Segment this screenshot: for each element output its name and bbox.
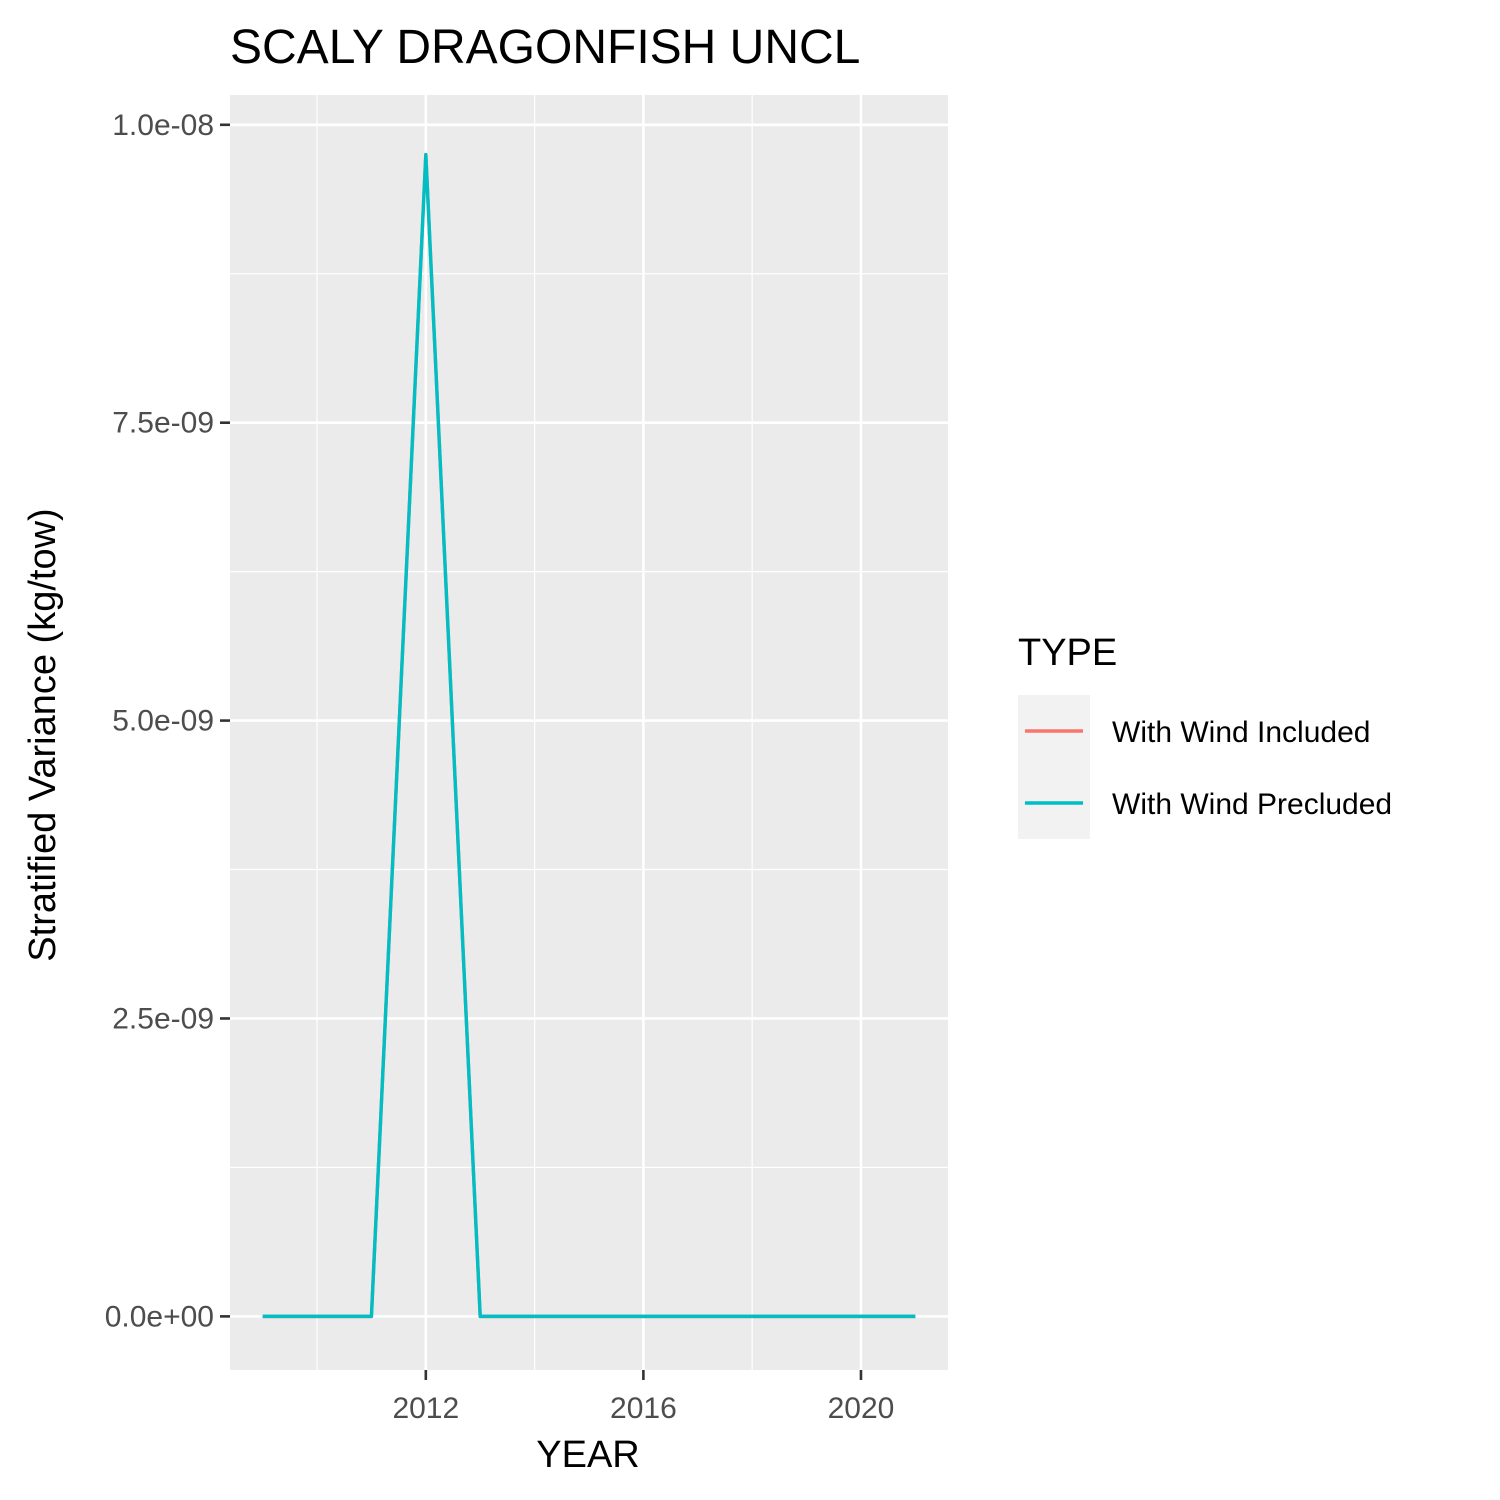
legend: TYPE With Wind Included With Wind Preclud… (1018, 632, 1392, 839)
legend-label: With Wind Precluded (1112, 788, 1392, 821)
legend-items: With Wind Included With Wind Precluded (1018, 695, 1392, 839)
x-tick-label: 2012 (392, 1392, 459, 1425)
legend-title: TYPE (1018, 632, 1117, 674)
x-tick-label: 2016 (610, 1392, 677, 1425)
series-lines (262, 152, 916, 1319)
plot-panel (230, 95, 948, 1370)
grid-minor (230, 95, 948, 1370)
chart-title: SCALY DRAGONFISH UNCL (230, 21, 860, 74)
y-tick-label: 1.0e-08 (112, 109, 214, 142)
y-axis-title: Stratified Variance (kg/tow) (22, 508, 64, 961)
y-axis: 0.0e+00 2.5e-09 5.0e-09 7.5e-09 1.0e-08 (105, 109, 230, 1333)
y-tick-label: 0.0e+00 (105, 1300, 214, 1333)
y-tick-label: 2.5e-09 (112, 1002, 214, 1035)
legend-label: With Wind Included (1112, 716, 1370, 749)
y-tick-label: 5.0e-09 (112, 705, 214, 738)
x-axis: 2012 2016 2020 (392, 1370, 894, 1425)
y-tick-label: 7.5e-09 (112, 407, 214, 440)
x-tick-label: 2020 (828, 1392, 895, 1425)
x-axis-title: YEAR (536, 1434, 639, 1476)
series-line (262, 152, 916, 1319)
